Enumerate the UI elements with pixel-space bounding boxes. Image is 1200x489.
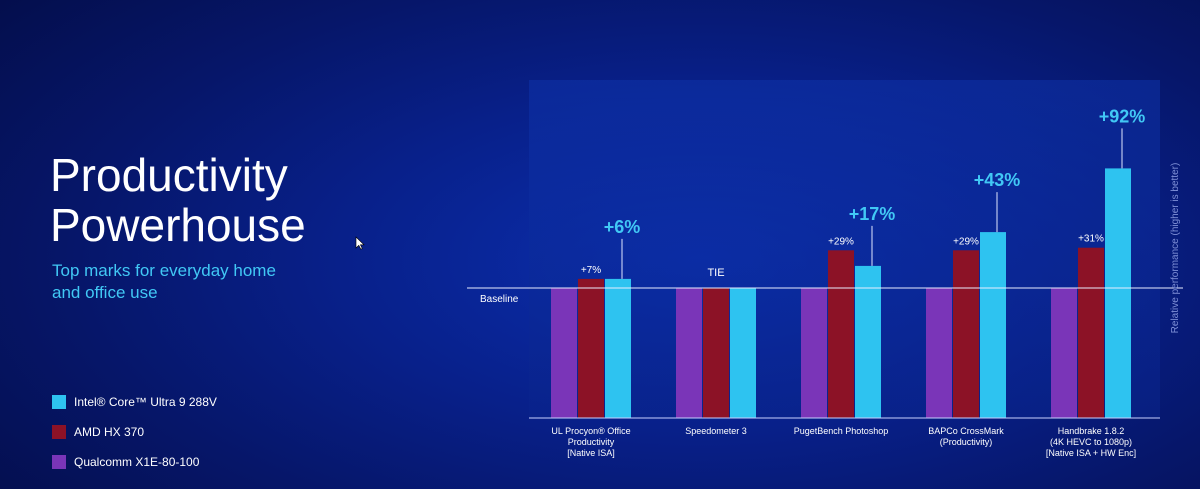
y-axis-label: Relative performance (higher is better) <box>1170 163 1181 334</box>
bar-qualcomm-1 <box>676 288 702 418</box>
chart-legend: Intel® Core™ Ultra 9 288V AMD HX 370 Qua… <box>52 393 217 483</box>
mouse-cursor-icon <box>355 236 365 250</box>
amd-data-label-3: +29% <box>953 236 979 247</box>
bar-intel-1 <box>730 288 756 418</box>
bar-intel-3 <box>980 232 1006 418</box>
legend-label-intel: Intel® Core™ Ultra 9 288V <box>74 395 217 409</box>
bar-amd-1 <box>703 288 729 418</box>
category-label-3-1: (Productivity) <box>940 437 993 447</box>
bar-amd-3 <box>953 250 979 418</box>
amd-data-label-4: +31% <box>1078 234 1104 245</box>
bar-qualcomm-2 <box>801 288 827 418</box>
legend-item-intel: Intel® Core™ Ultra 9 288V <box>52 393 217 411</box>
bar-qualcomm-0 <box>551 288 577 418</box>
category-label-2-0: PugetBench Photoshop <box>794 426 889 436</box>
bar-qualcomm-4 <box>1051 288 1077 418</box>
category-label-4-1: (4K HEVC to 1080p) <box>1050 437 1132 447</box>
legend-item-qualcomm: Qualcomm X1E-80-100 <box>52 453 217 471</box>
intel-data-label-4: +92% <box>1099 106 1146 126</box>
category-label-0-1: Productivity <box>568 437 615 447</box>
slide-subtitle: Top marks for everyday home and office u… <box>52 261 276 302</box>
group-label-1: TIE <box>707 267 724 279</box>
category-label-0-2: [Native ISA] <box>567 448 615 458</box>
legend-item-amd: AMD HX 370 <box>52 423 217 441</box>
amd-data-label-0: +7% <box>581 265 601 276</box>
amd-data-label-2: +29% <box>828 236 854 247</box>
slide-title: Productivity Powerhouse <box>50 149 306 251</box>
category-label-1-0: Speedometer 3 <box>685 426 747 436</box>
intel-data-label-3: +43% <box>974 170 1021 190</box>
bar-amd-2 <box>828 250 854 418</box>
legend-swatch-amd <box>52 425 66 439</box>
bar-amd-4 <box>1078 247 1104 418</box>
legend-label-qualcomm: Qualcomm X1E-80-100 <box>74 455 200 469</box>
legend-label-amd: AMD HX 370 <box>74 425 145 439</box>
bar-qualcomm-3 <box>926 288 952 418</box>
bar-intel-2 <box>855 265 881 418</box>
category-label-3-0: BAPCo CrossMark <box>928 426 1004 436</box>
category-label-0-0: UL Procyon® Office <box>551 426 630 436</box>
legend-swatch-qualcomm <box>52 455 66 469</box>
baseline-label: Baseline <box>480 294 519 305</box>
bar-intel-4 <box>1105 168 1131 418</box>
category-label-4-2: [Native ISA + HW Enc] <box>1046 448 1136 458</box>
category-label-4-0: Handbrake 1.8.2 <box>1058 426 1125 436</box>
bar-amd-0 <box>578 278 604 418</box>
legend-swatch-intel <box>52 395 66 409</box>
bar-intel-0 <box>605 278 631 418</box>
intel-data-label-2: +17% <box>849 204 896 224</box>
intel-data-label-0: +6% <box>604 217 641 237</box>
